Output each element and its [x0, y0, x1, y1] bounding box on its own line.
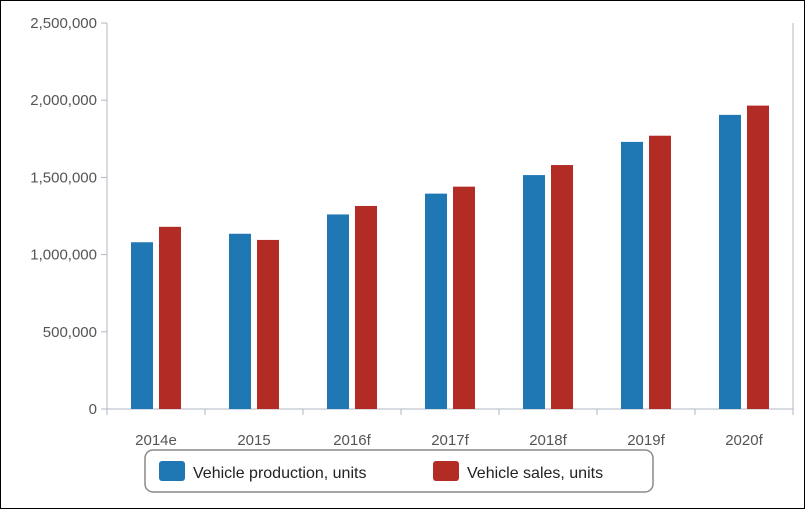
sales-bar: [747, 105, 769, 409]
legend-label-production: Vehicle production, units: [193, 465, 366, 482]
production-bar: [621, 141, 643, 409]
y-ticks: 0 500,000 1,000,000 1,500,000 2,000,000 2,500…: [30, 15, 107, 418]
x-tick-label: 2020f: [725, 432, 763, 449]
y-tick-label: 2,000,000: [30, 92, 97, 109]
x-tick-label: 2017f: [431, 432, 469, 449]
x-tick-label: 2016f: [333, 432, 371, 449]
sales-bar: [649, 135, 671, 409]
sales-bar: [453, 186, 475, 409]
production-bar: [425, 193, 447, 409]
legend: Vehicle production, units Vehicle sales,…: [144, 449, 654, 493]
sales-bar: [551, 165, 573, 409]
x-ticks: 2014e 2015 2016f 2017f 2018f 2019f 2020f: [106, 409, 794, 449]
x-tick-label: 2019f: [627, 432, 665, 449]
legend-swatch-production: [159, 461, 185, 481]
sales-bar: [257, 239, 279, 409]
production-bar: [229, 233, 251, 409]
y-tick-label: 1,000,000: [30, 247, 97, 264]
y-tick-label: 0: [89, 401, 97, 418]
production-bar: [719, 114, 741, 410]
production-bar: [523, 175, 545, 409]
axes: [106, 23, 794, 410]
sales-bar: [355, 205, 377, 409]
legend-swatch-sales: [433, 461, 459, 481]
y-tick-label: 2,500,000: [30, 15, 97, 32]
x-tick-label: 2018f: [529, 432, 567, 449]
production-bar: [327, 214, 349, 409]
production-bar: [131, 242, 153, 409]
legend-box: [144, 449, 654, 493]
x-tick-label: 2014e: [135, 432, 177, 449]
y-tick-label: 500,000: [43, 324, 97, 341]
y-tick-label: 1,500,000: [30, 169, 97, 186]
sales-bar: [159, 226, 181, 409]
legend-label-sales: Vehicle sales, units: [467, 465, 603, 482]
x-tick-label: 2015: [237, 432, 270, 449]
bars: [131, 105, 769, 410]
